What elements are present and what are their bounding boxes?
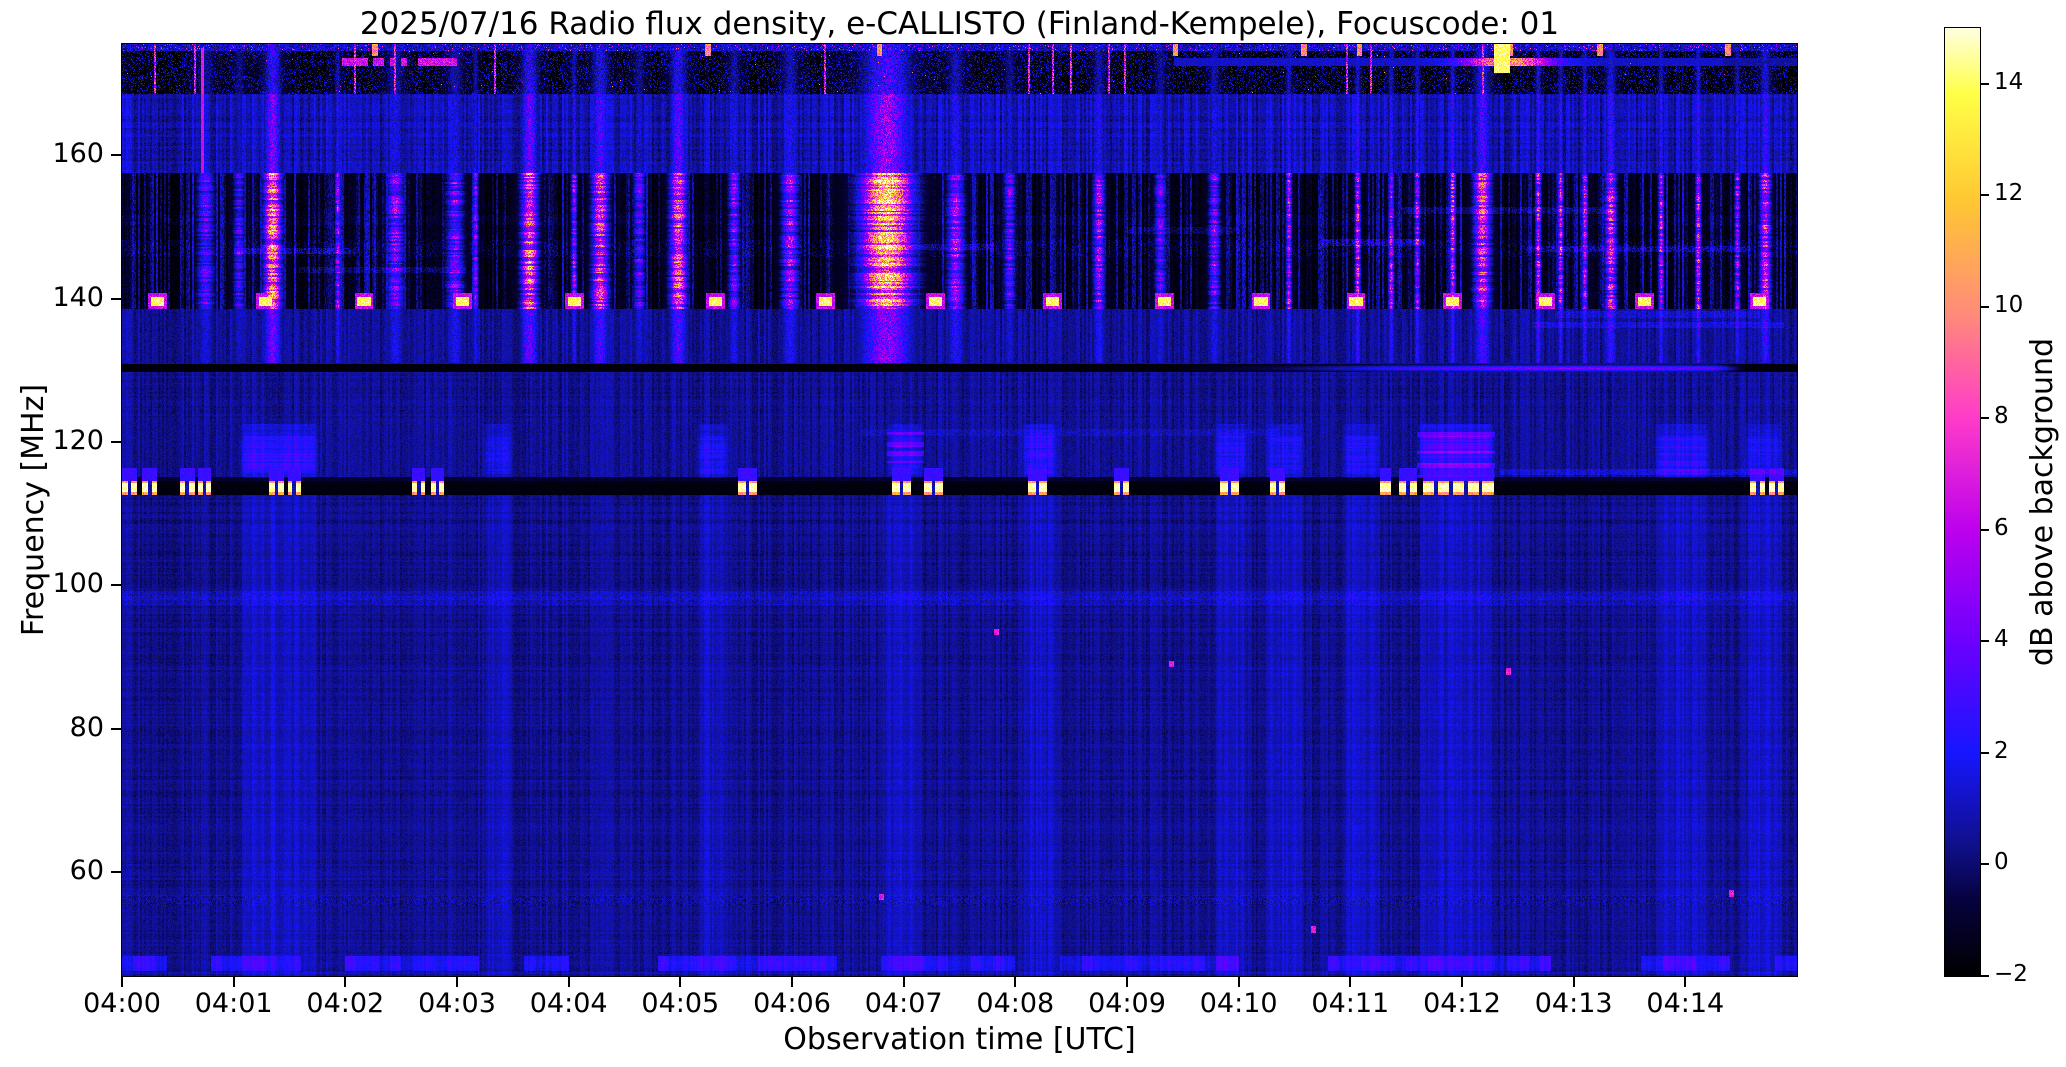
colorbar-tick — [1981, 863, 1989, 866]
x-tick — [1572, 977, 1575, 987]
x-tick-label: 04:13 — [1534, 988, 1613, 1019]
x-tick — [1461, 977, 1463, 987]
x-tick — [1126, 977, 1128, 987]
x-tick-label: 04:05 — [641, 988, 720, 1019]
x-tick — [679, 977, 682, 987]
colorbar-canvas — [1945, 28, 1980, 976]
x-tick-label: 04:12 — [1423, 988, 1501, 1019]
colorbar-tick-label: 14 — [1994, 68, 2024, 95]
x-tick — [1684, 977, 1687, 987]
x-tick — [902, 977, 905, 987]
y-tick-label: 60 — [69, 855, 104, 887]
y-tick — [111, 440, 121, 443]
y-tick-label: 160 — [52, 138, 104, 170]
colorbar-tick-label: 2 — [1994, 737, 2009, 764]
x-tick-label: 04:10 — [1199, 988, 1278, 1019]
x-tick — [456, 977, 458, 987]
y-axis-label: Frequency [MHz] — [16, 383, 51, 637]
colorbar-tick — [1981, 82, 1989, 85]
x-tick-label: 04:02 — [306, 988, 385, 1019]
x-tick-label: 04:01 — [194, 988, 273, 1019]
x-tick — [791, 977, 793, 987]
colorbar-tick — [1981, 194, 1989, 197]
x-tick-label: 04:06 — [753, 988, 831, 1019]
colorbar-tick — [1981, 417, 1989, 420]
y-tick-label: 120 — [52, 424, 104, 456]
x-tick-label: 04:08 — [976, 988, 1055, 1019]
x-tick-label: 04:14 — [1646, 988, 1725, 1019]
colorbar-tick-label: 0 — [1994, 849, 2009, 876]
y-tick — [111, 297, 121, 300]
y-tick-label: 140 — [52, 281, 104, 313]
x-tick-label: 04:11 — [1311, 988, 1390, 1019]
colorbar-tick-label: 12 — [1994, 180, 2024, 207]
y-tick — [111, 871, 121, 874]
x-tick-label: 04:03 — [418, 988, 496, 1019]
x-tick-label: 04:04 — [529, 988, 608, 1019]
x-axis-label: Observation time [UTC] — [783, 1022, 1136, 1057]
y-tick-label: 100 — [52, 568, 104, 600]
x-tick — [567, 977, 570, 987]
y-tick — [111, 584, 121, 587]
x-tick — [1237, 977, 1240, 987]
colorbar-tick-label: 6 — [1994, 514, 2009, 541]
chart-title: 2025/07/16 Radio flux density, e-CALLIST… — [359, 6, 1560, 42]
x-tick — [232, 977, 235, 987]
x-tick — [1014, 977, 1017, 987]
colorbar-tick-label: −2 — [1994, 961, 2028, 987]
colorbar-tick — [1981, 528, 1989, 531]
x-tick — [121, 977, 123, 987]
colorbar-tick — [1981, 751, 1989, 754]
y-tick-label: 80 — [69, 711, 104, 743]
colorbar-tick-label: 8 — [1994, 403, 2009, 430]
colorbar-tick-label: 4 — [1994, 626, 2009, 653]
colorbar-label: dB above background — [2025, 337, 2060, 667]
spectrogram-canvas — [122, 44, 1797, 976]
colorbar-tick-label: 10 — [1994, 291, 2024, 318]
y-tick — [111, 154, 121, 157]
y-tick — [111, 727, 121, 730]
colorbar-tick — [1981, 975, 1989, 977]
colorbar-tick — [1981, 640, 1989, 643]
x-tick-label: 04:07 — [864, 988, 943, 1019]
x-tick-label: 04:09 — [1088, 988, 1166, 1019]
x-tick — [1349, 977, 1352, 987]
colorbar-tick — [1981, 305, 1989, 308]
x-tick-label: 04:00 — [83, 988, 161, 1019]
x-tick — [344, 977, 347, 987]
